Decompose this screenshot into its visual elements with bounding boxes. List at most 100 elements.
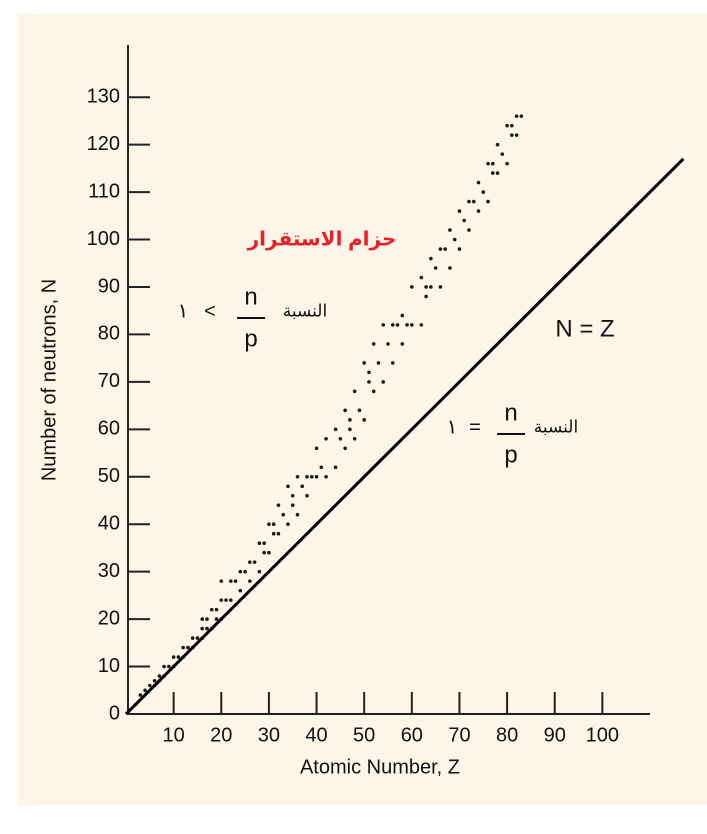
data-point (262, 541, 266, 545)
data-point (429, 256, 433, 261)
ratio-value: ١ (447, 416, 458, 438)
ratio-relation: < (204, 300, 216, 322)
data-point (495, 171, 500, 175)
y-tick-label: 30 (98, 560, 120, 582)
data-point (348, 418, 352, 422)
data-point (305, 474, 309, 479)
ratio-denominator: p (244, 325, 257, 352)
data-point (224, 598, 228, 602)
data-point (505, 161, 509, 166)
data-point (433, 266, 438, 270)
ratio-relation: = (469, 416, 481, 438)
data-point (371, 389, 376, 394)
data-point (257, 541, 262, 545)
data-point (476, 180, 481, 185)
data-point (362, 418, 366, 422)
data-point (419, 323, 424, 327)
x-tick-label: 20 (210, 724, 232, 746)
data-point (481, 190, 486, 194)
data-point (200, 617, 205, 621)
data-point (448, 266, 452, 270)
x-axis-label: Atomic Number, Z (300, 756, 460, 778)
data-point (486, 199, 490, 204)
data-point (157, 674, 162, 678)
series-label: N = Z (555, 315, 614, 342)
y-tick-label: 110 (88, 180, 120, 202)
data-point (138, 693, 143, 697)
data-point (214, 617, 219, 621)
data-point (300, 484, 305, 489)
x-tick-label: 80 (496, 724, 518, 746)
data-point (319, 465, 324, 470)
data-point (167, 664, 171, 669)
data-point (214, 607, 219, 612)
data-point (333, 465, 338, 470)
y-tick-label: 80 (98, 323, 120, 345)
data-point (467, 228, 471, 232)
data-point (510, 123, 514, 128)
data-point (209, 607, 214, 612)
y-axis-label: Number of neutrons, N (38, 279, 60, 481)
data-point (229, 598, 233, 602)
data-point (438, 285, 443, 289)
data-point (190, 636, 195, 640)
data-point (419, 275, 424, 280)
data-point (314, 474, 319, 479)
data-point (448, 228, 452, 232)
data-point (462, 218, 467, 223)
data-point (400, 313, 405, 318)
data-point (219, 598, 224, 602)
y-tick-label: 90 (98, 275, 120, 297)
data-point (471, 199, 476, 204)
data-point (367, 380, 371, 384)
data-point (348, 427, 352, 432)
data-point (438, 247, 443, 251)
data-point (271, 531, 276, 536)
data-point (519, 114, 524, 118)
data-point (324, 474, 328, 479)
data-point (248, 560, 252, 564)
data-point (162, 664, 166, 669)
data-point (410, 285, 414, 289)
y-tick-label: 0 (109, 702, 120, 724)
data-point (410, 323, 414, 327)
ratio-label: النسبة (534, 417, 578, 436)
data-point (276, 531, 281, 536)
data-point (200, 626, 205, 631)
data-point (510, 133, 514, 137)
data-point (286, 522, 290, 527)
y-tick-label: 100 (87, 228, 120, 250)
data-point (248, 579, 252, 583)
data-point (305, 493, 309, 498)
data-point (476, 209, 481, 213)
data-point (143, 688, 147, 693)
data-point (290, 493, 295, 498)
data-point (219, 579, 224, 583)
data-point (400, 342, 405, 346)
x-tick-label: 30 (258, 724, 280, 746)
y-tick-label: 70 (98, 370, 120, 392)
data-point (495, 142, 500, 147)
data-point (514, 133, 519, 137)
data-point (424, 294, 428, 299)
data-point (367, 370, 371, 375)
data-point (252, 560, 257, 564)
data-point (500, 152, 505, 156)
y-tick-label: 60 (98, 418, 120, 440)
data-point (371, 342, 376, 346)
data-point (181, 645, 185, 650)
y-tick-label: 120 (87, 133, 120, 155)
data-point (424, 285, 428, 289)
data-point (186, 645, 190, 650)
data-point (233, 579, 238, 583)
data-point (295, 474, 300, 479)
ratio-numerator: n (504, 399, 517, 426)
ratio-denominator: p (504, 441, 517, 468)
data-point (276, 503, 281, 508)
data-point (238, 588, 243, 593)
data-point (429, 285, 433, 289)
x-tick-label: 70 (448, 724, 470, 746)
data-point (243, 569, 247, 574)
data-point (491, 161, 495, 166)
